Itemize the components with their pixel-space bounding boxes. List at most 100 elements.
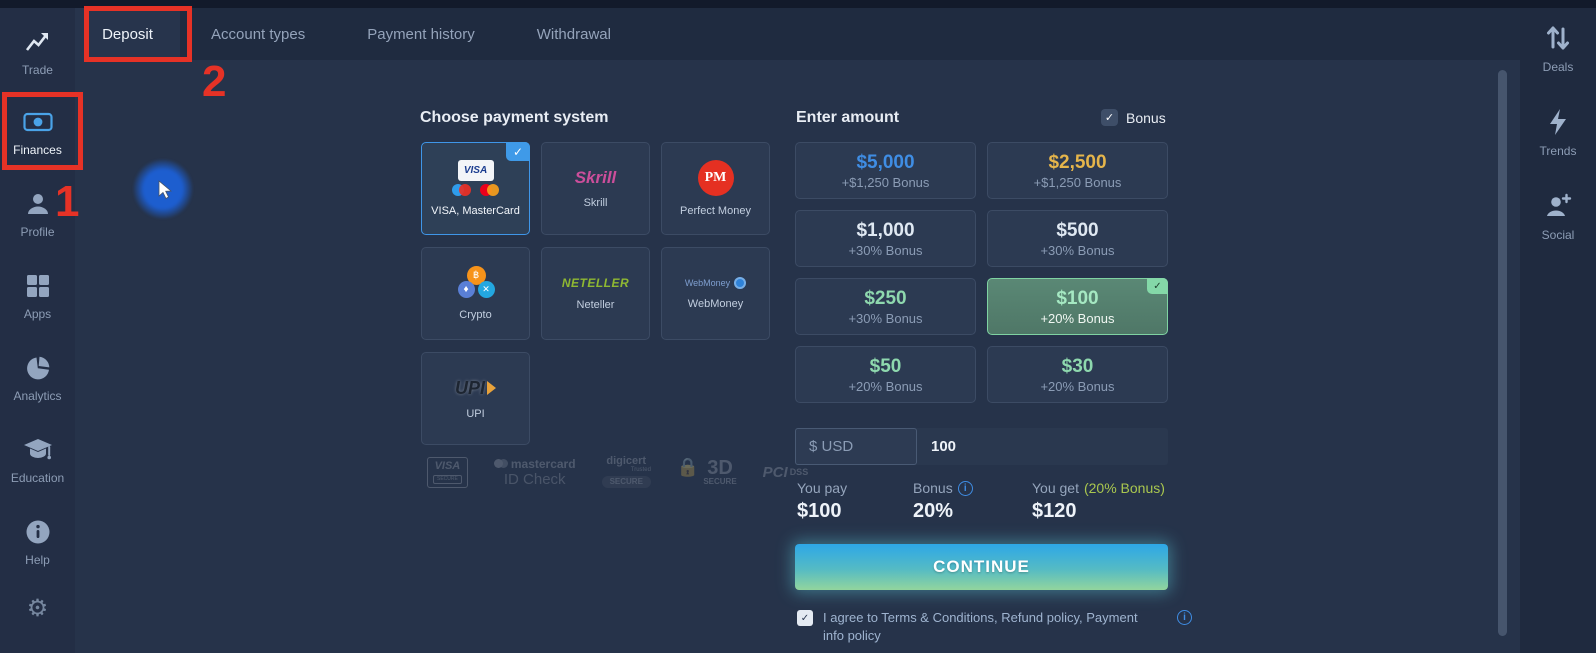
amount-bonus: +$1,250 Bonus [841, 174, 930, 190]
sidebar-item-deals[interactable]: Deals [1520, 24, 1596, 74]
you-pay-value: $100 [797, 500, 842, 522]
sidebar-item-help[interactable]: Help [0, 518, 75, 567]
payment-method-visa-mastercard[interactable]: VISA VISA, MasterCard [421, 142, 530, 235]
amount-option-5000[interactable]: $5,000 +$1,250 Bonus [795, 142, 976, 199]
amount-option-250[interactable]: $250 +30% Bonus [795, 278, 976, 335]
sidebar-item-finances[interactable]: Finances [0, 108, 75, 157]
sidebar-item-trends[interactable]: Trends [1520, 108, 1596, 158]
bonus-column: Bonus 20% [913, 480, 973, 523]
sidebar-item-label: Trade [22, 63, 53, 77]
amount-bonus: +30% Bonus [848, 310, 923, 326]
tab-label: Deposit [102, 25, 153, 43]
terms-text: I agree to Terms & Conditions, Refund po… [823, 610, 1138, 643]
sidebar-item-social[interactable]: Social [1520, 192, 1596, 242]
person-icon [23, 190, 53, 218]
sidebar-item-profile[interactable]: Profile [0, 190, 75, 239]
annotation-box-finances [2, 92, 83, 170]
crypto-coins-icon: ฿ ♦ ✕ [456, 266, 496, 300]
payment-method-label: WebMoney [687, 298, 744, 310]
terms-checkbox[interactable] [797, 610, 813, 626]
amount-bonus: +20% Bonus [1040, 310, 1115, 326]
finances-top-nav: Deposit Account types Payment history Wi… [75, 8, 1520, 60]
payment-method-label: Perfect Money [680, 205, 751, 217]
sidebar-item-label: Help [25, 553, 50, 567]
tab-label: Payment history [367, 25, 475, 43]
sidebar-item-education[interactable]: Education [0, 436, 75, 485]
amount-bonus: +30% Bonus [1040, 242, 1115, 258]
webmoney-logo: WebMoney [685, 277, 747, 289]
amount-input[interactable] [917, 437, 1168, 456]
currency-selector[interactable]: $ USD [795, 428, 917, 465]
visa-secure-badge: VISA SECURE [427, 456, 468, 488]
graduation-cap-icon [23, 436, 53, 464]
tab-withdrawal[interactable]: Withdrawal [506, 8, 642, 60]
sidebar-item-trade[interactable]: Trade [0, 28, 75, 77]
payment-method-label: Skrill [583, 197, 608, 209]
trend-up-icon [23, 28, 53, 56]
settings-gear-icon[interactable]: ⚙ [26, 595, 49, 622]
amount-value: $2,500 [1048, 151, 1107, 173]
amount-bonus: +20% Bonus [848, 378, 923, 394]
bonus-checkbox-label: Bonus [1126, 109, 1166, 126]
payment-method-upi[interactable]: UPI UPI [421, 352, 530, 445]
left-sidebar: Trade Finances Profile Apps Analytics [0, 8, 75, 653]
tab-payment-history[interactable]: Payment history [336, 8, 506, 60]
payment-method-label: Crypto [459, 309, 492, 321]
payment-heading: Choose payment system [420, 109, 609, 126]
selected-check-icon [506, 142, 530, 161]
amount-option-500[interactable]: $500 +30% Bonus [987, 210, 1168, 267]
tab-label: Withdrawal [536, 25, 611, 43]
amount-value: $100 [1056, 287, 1099, 309]
sidebar-item-label: Trends [1539, 144, 1577, 158]
pci-dss-badge: PCI DSS [762, 463, 809, 481]
sidebar-item-label: Social [1541, 228, 1575, 242]
amount-heading: Enter amount [796, 109, 900, 126]
sidebar-item-analytics[interactable]: Analytics [0, 354, 75, 403]
currency-label: $ USD [809, 438, 854, 455]
amount-option-2500[interactable]: $2,500 +$1,250 Bonus [987, 142, 1168, 199]
bonus-checkbox[interactable]: Bonus [1101, 109, 1166, 126]
terms-info-icon[interactable] [1177, 610, 1192, 625]
neteller-logo: NETELLER [561, 276, 630, 290]
payment-method-neteller[interactable]: NETELLER Neteller [541, 247, 650, 340]
payment-method-label: VISA, MasterCard [431, 205, 520, 217]
amount-option-50[interactable]: $50 +20% Bonus [795, 346, 976, 403]
you-get-note: (20% Bonus) [1083, 480, 1165, 496]
payment-method-label: UPI [466, 407, 485, 420]
amount-input-row: $ USD [795, 428, 1168, 465]
amount-bonus: +30% Bonus [848, 242, 923, 258]
sidebar-item-apps[interactable]: Apps [0, 272, 75, 321]
bonus-info-icon[interactable] [957, 480, 973, 496]
amount-value: $30 [1061, 355, 1094, 377]
person-plus-icon [1543, 192, 1573, 220]
payment-method-webmoney[interactable]: WebMoney WebMoney [661, 247, 770, 340]
amount-value: $50 [869, 355, 902, 377]
tab-account-types[interactable]: Account types [180, 8, 336, 60]
amount-option-30[interactable]: $30 +20% Bonus [987, 346, 1168, 403]
vertical-scrollbar[interactable] [1498, 70, 1507, 636]
amount-option-1000[interactable]: $1,000 +30% Bonus [795, 210, 976, 267]
payment-method-skrill[interactable]: Skrill Skrill [541, 142, 650, 235]
perfect-money-logo: PM [697, 160, 734, 196]
payment-method-perfect-money[interactable]: PM Perfect Money [661, 142, 770, 235]
you-get-label: You get [1032, 480, 1079, 496]
amount-bonus: +20% Bonus [1040, 378, 1115, 394]
you-get-value: $120 [1032, 500, 1077, 522]
info-circle-icon [23, 518, 53, 546]
continue-button[interactable]: CONTINUE [795, 544, 1168, 590]
amount-option-100-selected[interactable]: $100 +20% Bonus [987, 278, 1168, 335]
amount-value: $250 [864, 287, 907, 309]
sidebar-item-label: Education [10, 471, 65, 485]
amount-value: $500 [1056, 219, 1099, 241]
tab-deposit[interactable]: Deposit [75, 8, 180, 60]
annotation-box-deposit-tab [84, 6, 192, 62]
sidebar-item-label: Finances [13, 143, 62, 157]
amount-value: $5,000 [856, 151, 915, 173]
lightning-icon [1543, 108, 1573, 136]
sidebar-item-label: Apps [23, 307, 52, 321]
annotation-step-1: 1 [55, 177, 80, 226]
mouse-cursor [157, 180, 173, 200]
bonus-value: 20% [913, 500, 954, 522]
payment-method-crypto[interactable]: ฿ ♦ ✕ Crypto [421, 247, 530, 340]
